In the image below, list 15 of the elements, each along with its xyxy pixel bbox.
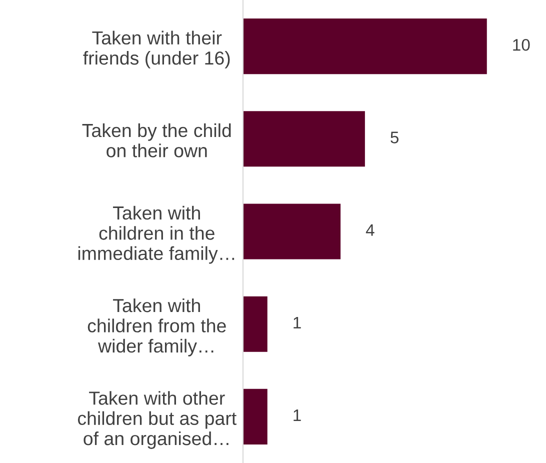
bar	[243, 204, 341, 260]
bar	[243, 111, 365, 167]
bar	[243, 388, 268, 444]
data-label: 1	[294, 410, 301, 422]
data-label: 1	[294, 316, 301, 328]
bar	[243, 296, 268, 352]
data-label: 5	[390, 132, 399, 144]
y-tick-label: Taken with their friends (under 16)	[83, 30, 230, 68]
y-tick-label: Taken with children from the wider family…	[88, 298, 226, 356]
bar	[243, 18, 487, 74]
data-label: 10	[513, 38, 530, 51]
y-tick-label: Taken with children in the immediate family…	[78, 206, 234, 264]
y-tick-label: Taken by the child on their own	[82, 123, 231, 158]
data-label: 4	[366, 224, 374, 236]
y-tick-label: Taken with other children but as part of an organised…	[78, 391, 236, 449]
